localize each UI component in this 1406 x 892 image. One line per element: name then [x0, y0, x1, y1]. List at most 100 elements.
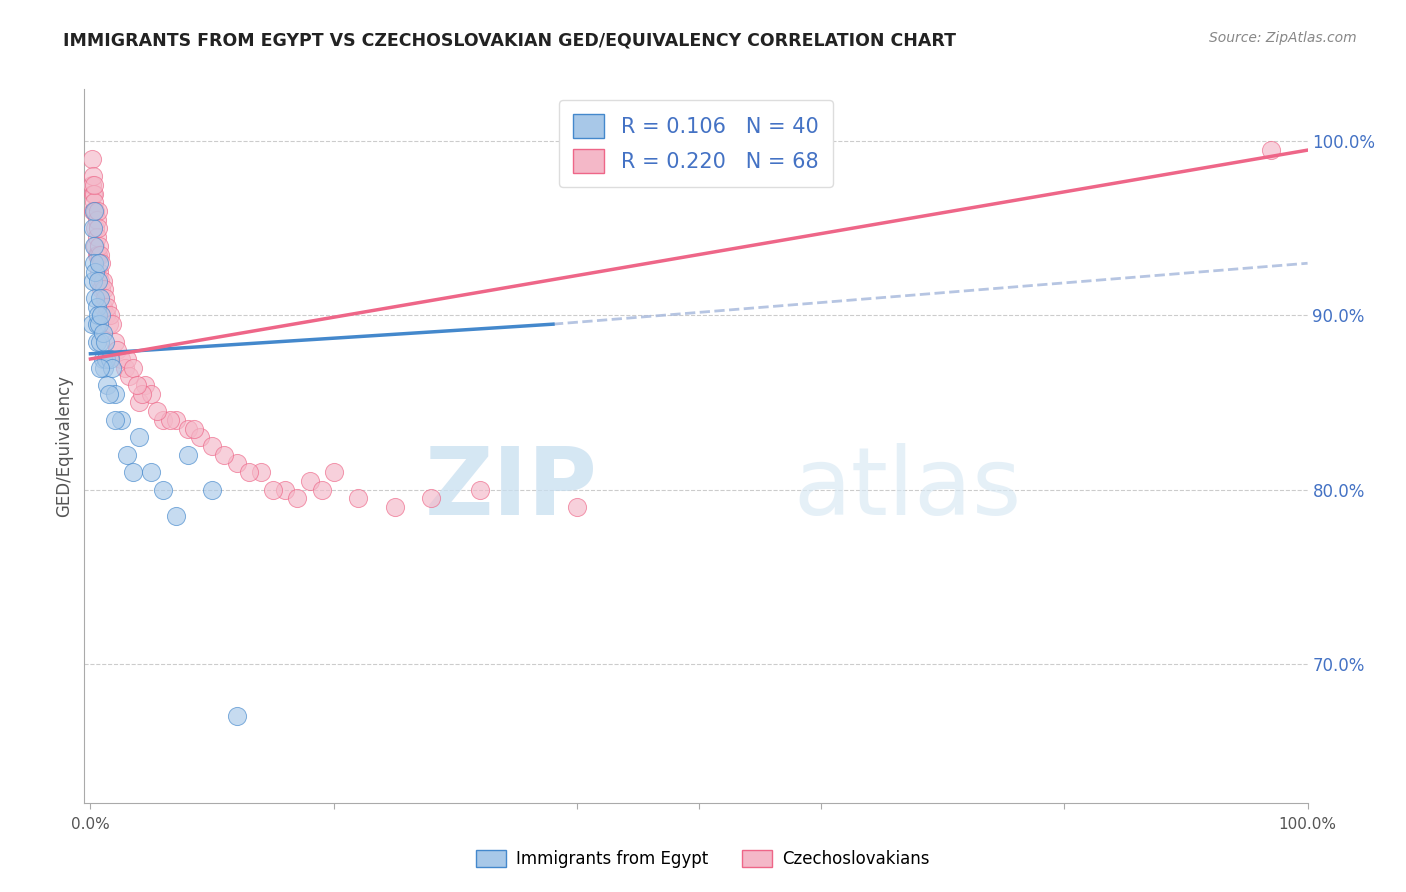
Point	[84, 204, 107, 219]
Point	[98, 351, 121, 366]
Point	[152, 413, 174, 427]
Point	[83, 178, 105, 192]
Point	[90, 256, 112, 270]
Point	[188, 430, 211, 444]
Point	[93, 360, 115, 375]
Point	[96, 300, 118, 314]
Point	[298, 474, 321, 488]
Text: ZIP: ZIP	[425, 442, 598, 535]
Point	[165, 413, 187, 427]
Point	[80, 152, 103, 166]
Point	[225, 457, 247, 471]
Point	[311, 483, 333, 497]
Point	[141, 386, 163, 401]
Point	[250, 465, 273, 479]
Point	[96, 309, 118, 323]
Point	[347, 491, 370, 506]
Point	[165, 508, 187, 523]
Point	[122, 465, 145, 479]
Point	[90, 309, 112, 323]
Point	[86, 247, 108, 261]
Point	[86, 317, 108, 331]
Point	[322, 465, 344, 479]
Legend: Immigrants from Egypt, Czechoslovakians: Immigrants from Egypt, Czechoslovakians	[470, 843, 936, 875]
Point	[152, 483, 174, 497]
Text: atlas: atlas	[794, 442, 1022, 535]
Point	[262, 483, 284, 497]
Point	[118, 369, 141, 384]
Point	[90, 282, 112, 296]
Point	[214, 448, 236, 462]
Point	[1260, 143, 1282, 157]
Point	[83, 195, 105, 210]
Point	[84, 239, 107, 253]
Point	[225, 708, 247, 723]
Point	[84, 265, 107, 279]
Point	[115, 351, 138, 366]
Point	[83, 239, 105, 253]
Point	[238, 465, 260, 479]
Point	[89, 247, 111, 261]
Point	[104, 386, 127, 401]
Point	[183, 421, 205, 435]
Point	[87, 221, 110, 235]
Point	[125, 378, 148, 392]
Point	[110, 413, 132, 427]
Point	[87, 204, 110, 219]
Point	[87, 247, 110, 261]
Point	[91, 300, 114, 314]
Point	[101, 317, 124, 331]
Point	[82, 186, 104, 201]
Point	[86, 212, 108, 227]
Point	[91, 351, 114, 366]
Point	[94, 334, 117, 349]
Point	[115, 448, 138, 462]
Point	[89, 360, 111, 375]
Point	[96, 378, 118, 392]
Point	[82, 221, 104, 235]
Point	[128, 430, 150, 444]
Point	[84, 221, 107, 235]
Point	[110, 351, 132, 366]
Point	[87, 317, 110, 331]
Point	[274, 483, 297, 497]
Point	[285, 491, 308, 506]
Point	[104, 334, 127, 349]
Point	[96, 351, 118, 366]
Point	[98, 309, 121, 323]
Point	[87, 239, 110, 253]
Point	[80, 178, 103, 192]
Point	[86, 300, 108, 314]
Point	[384, 500, 406, 514]
Point	[86, 334, 108, 349]
Point	[83, 186, 105, 201]
Point	[97, 317, 120, 331]
Point	[82, 169, 104, 184]
Text: IMMIGRANTS FROM EGYPT VS CZECHOSLOVAKIAN GED/EQUIVALENCY CORRELATION CHART: IMMIGRANTS FROM EGYPT VS CZECHOSLOVAKIAN…	[63, 31, 956, 49]
Point	[101, 360, 124, 375]
Point	[87, 274, 110, 288]
Point	[82, 204, 104, 219]
Point	[201, 439, 224, 453]
Point	[91, 274, 114, 288]
Point	[94, 291, 117, 305]
Point	[80, 317, 103, 331]
Point	[122, 360, 145, 375]
Point	[89, 291, 111, 305]
Point	[201, 483, 224, 497]
Point	[91, 326, 114, 340]
Point	[97, 386, 120, 401]
Point	[87, 265, 110, 279]
Point	[146, 404, 169, 418]
Point	[468, 483, 491, 497]
Legend: R = 0.106   N = 40, R = 0.220   N = 68: R = 0.106 N = 40, R = 0.220 N = 68	[558, 100, 834, 187]
Point	[83, 256, 105, 270]
Point	[420, 491, 443, 506]
Point	[159, 413, 181, 427]
Point	[82, 274, 104, 288]
Point	[93, 282, 115, 296]
Point	[104, 413, 127, 427]
Point	[114, 360, 136, 375]
Point	[84, 291, 107, 305]
Point	[89, 274, 111, 288]
